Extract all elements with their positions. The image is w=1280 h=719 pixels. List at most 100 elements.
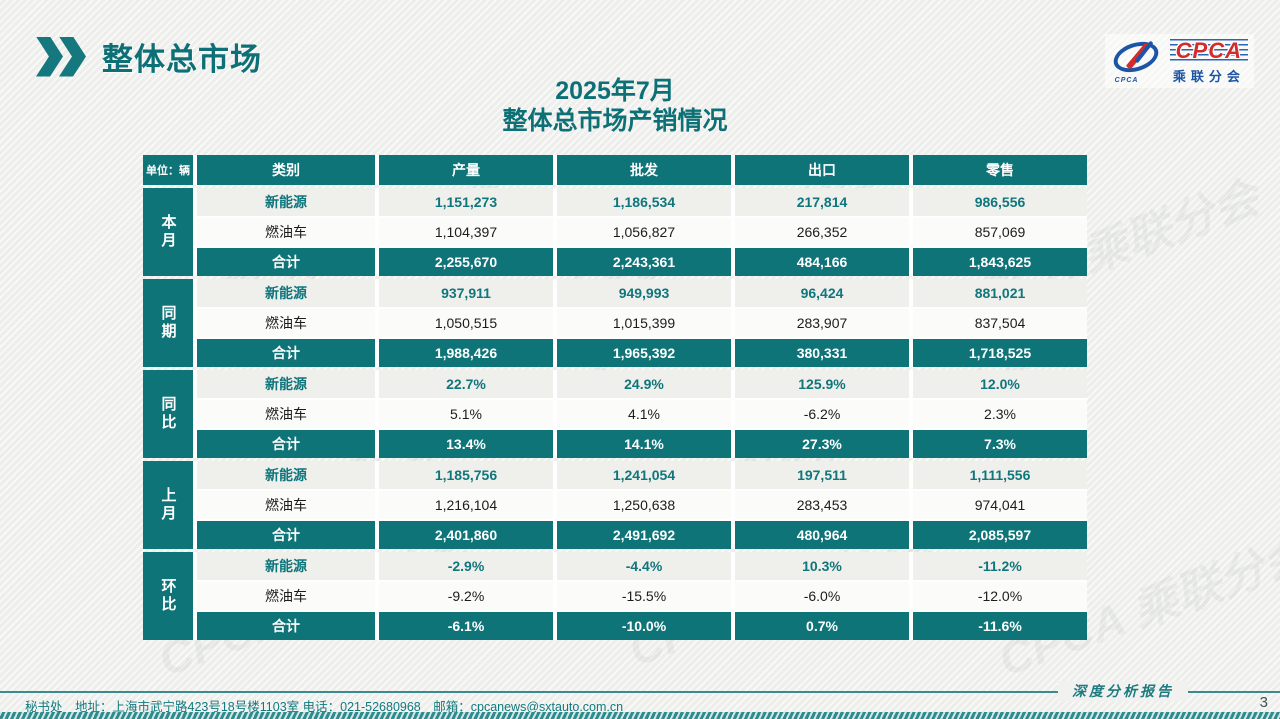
- footer-divider: [0, 691, 1280, 693]
- category-cell: 新能源: [197, 461, 375, 489]
- value-cell: 1,015,399: [557, 309, 731, 337]
- value-cell: 283,907: [735, 309, 909, 337]
- value-cell: 1,056,827: [557, 218, 731, 246]
- value-cell: 27.3%: [735, 430, 909, 458]
- value-cell: 2,255,670: [379, 248, 553, 276]
- value-cell: 1,151,273: [379, 188, 553, 216]
- value-cell: -6.2%: [735, 400, 909, 428]
- row-group-label-last-month: 上月: [143, 461, 193, 549]
- table-section-mom: 环比 新能源 -2.9% -4.4% 10.3% -11.2% 燃油车 -9.2% -15.5%…: [143, 552, 1087, 640]
- value-cell: 857,069: [913, 218, 1087, 246]
- table-section-this-month: 本月 新能源 1,151,273 1,186,534 217,814 986,556 燃油车…: [143, 188, 1087, 276]
- value-cell: 4.1%: [557, 400, 731, 428]
- category-cell: 合计: [197, 612, 375, 640]
- value-cell: 949,993: [557, 279, 731, 307]
- column-header-category: 类别: [197, 155, 375, 185]
- value-cell: -10.0%: [557, 612, 731, 640]
- bottom-accent-bar: [0, 712, 1280, 719]
- value-cell: -11.6%: [913, 612, 1087, 640]
- value-cell: 266,352: [735, 218, 909, 246]
- value-cell: 14.1%: [557, 430, 731, 458]
- value-cell: 217,814: [735, 188, 909, 216]
- chevron-right-icon: [36, 36, 63, 77]
- value-cell: 2,491,692: [557, 521, 731, 549]
- table-section-same-period: 同期 新能源 937,911 949,993 96,424 881,021 燃油车 1,050…: [143, 279, 1087, 367]
- table-section-yoy: 同比 新能源 22.7% 24.9% 125.9% 12.0% 燃油车 5.1% 4.1% -6.…: [143, 370, 1087, 458]
- value-cell: 1,185,756: [379, 461, 553, 489]
- value-cell: 10.3%: [735, 552, 909, 580]
- logo-text-block: CPCA 乘联分会: [1169, 37, 1248, 85]
- value-cell: -4.4%: [557, 552, 731, 580]
- value-cell: 1,250,638: [557, 491, 731, 519]
- value-cell: 2,243,361: [557, 248, 731, 276]
- row-group-label-this-month: 本月: [143, 188, 193, 276]
- value-cell: 0.7%: [735, 612, 909, 640]
- value-cell: 1,988,426: [379, 339, 553, 367]
- value-cell: 1,965,392: [557, 339, 731, 367]
- value-cell: 24.9%: [557, 370, 731, 398]
- slide-header: 整体总市场: [36, 34, 262, 79]
- value-cell: 125.9%: [735, 370, 909, 398]
- logo-main-text: CPCA: [1175, 38, 1242, 63]
- value-cell: 13.4%: [379, 430, 553, 458]
- slide-title: 2025年7月 整体总市场产销情况: [143, 76, 1087, 136]
- value-cell: -11.2%: [913, 552, 1087, 580]
- value-cell: 974,041: [913, 491, 1087, 519]
- category-cell: 合计: [197, 521, 375, 549]
- value-cell: 1,843,625: [913, 248, 1087, 276]
- column-header-wholesale: 批发: [557, 155, 731, 185]
- value-cell: 7.3%: [913, 430, 1087, 458]
- value-cell: -15.5%: [557, 582, 731, 610]
- market-table: 单位：辆 类别 产量 批发 出口 零售 本月 新能源 1,151,273 1,186,…: [143, 155, 1087, 643]
- value-cell: 12.0%: [913, 370, 1087, 398]
- value-cell: 484,166: [735, 248, 909, 276]
- cpca-logo-icon: CPCA: [1109, 36, 1163, 84]
- row-group-label-same-period: 同期: [143, 279, 193, 367]
- value-cell: 1,718,525: [913, 339, 1087, 367]
- column-header-retail: 零售: [913, 155, 1087, 185]
- value-cell: -9.2%: [379, 582, 553, 610]
- report-type-label: 深度分析报告: [1058, 681, 1188, 701]
- value-cell: -12.0%: [913, 582, 1087, 610]
- value-cell: 22.7%: [379, 370, 553, 398]
- value-cell: 1,111,556: [913, 461, 1087, 489]
- slide-title-line2: 整体总市场产销情况: [502, 107, 728, 135]
- value-cell: 837,504: [913, 309, 1087, 337]
- market-table-body: 本月 新能源 1,151,273 1,186,534 217,814 986,556 燃油车…: [143, 188, 1087, 640]
- slide-title-line1: 2025年7月: [555, 77, 675, 105]
- logo-subtitle: 乘联分会: [1172, 69, 1245, 84]
- value-cell: 197,511: [735, 461, 909, 489]
- category-cell: 燃油车: [197, 491, 375, 519]
- value-cell: 1,186,534: [557, 188, 731, 216]
- logo-icon-caption: CPCA: [1114, 77, 1139, 84]
- value-cell: 283,453: [735, 491, 909, 519]
- column-header-export: 出口: [735, 155, 909, 185]
- value-cell: -6.1%: [379, 612, 553, 640]
- row-group-label-mom: 环比: [143, 552, 193, 640]
- section-title: 整体总市场: [102, 42, 262, 77]
- value-cell: 1,104,397: [379, 218, 553, 246]
- value-cell: 2,085,597: [913, 521, 1087, 549]
- logo-wordmark: CPCA: [1169, 37, 1248, 65]
- cpca-logo: CPCA CPCA 乘联分会: [1104, 34, 1254, 88]
- value-cell: 380,331: [735, 339, 909, 367]
- category-cell: 燃油车: [197, 218, 375, 246]
- page-number: 3: [1259, 694, 1268, 711]
- value-cell: -6.0%: [735, 582, 909, 610]
- column-header-production: 产量: [379, 155, 553, 185]
- category-cell: 新能源: [197, 188, 375, 216]
- category-cell: 合计: [197, 339, 375, 367]
- unit-label-cell: 单位：辆: [143, 155, 193, 185]
- chevron-right-icon: [59, 36, 86, 77]
- value-cell: 937,911: [379, 279, 553, 307]
- value-cell: 1,216,104: [379, 491, 553, 519]
- value-cell: 96,424: [735, 279, 909, 307]
- value-cell: 1,050,515: [379, 309, 553, 337]
- category-cell: 燃油车: [197, 309, 375, 337]
- value-cell: 1,241,054: [557, 461, 731, 489]
- value-cell: 2.3%: [913, 400, 1087, 428]
- table-header-row: 单位：辆 类别 产量 批发 出口 零售: [143, 155, 1087, 185]
- category-cell: 燃油车: [197, 400, 375, 428]
- value-cell: 480,964: [735, 521, 909, 549]
